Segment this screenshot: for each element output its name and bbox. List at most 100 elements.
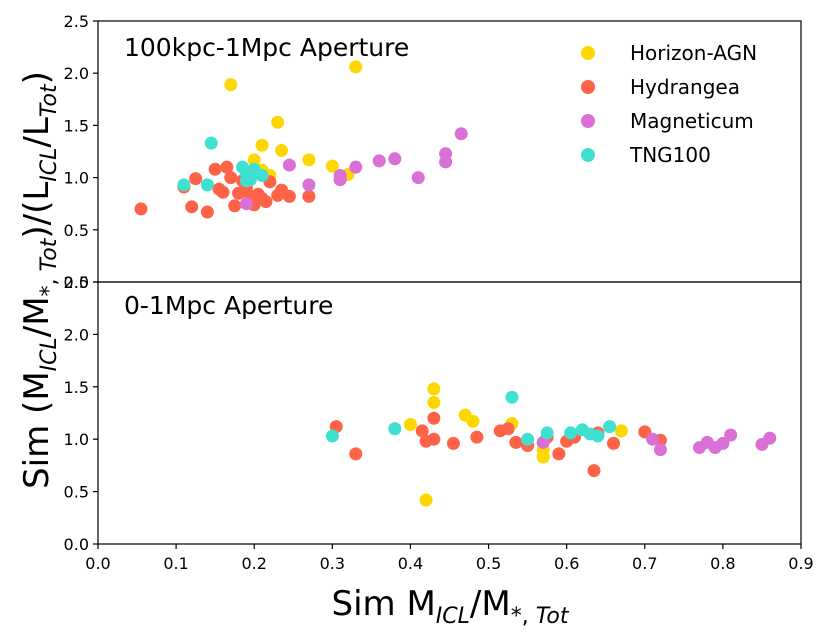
point-hydrangea <box>208 162 222 176</box>
point-hydrangea <box>224 171 238 185</box>
point-horizon-agn <box>325 159 339 173</box>
point-magneticum <box>411 171 425 185</box>
point-hydrangea <box>134 202 148 216</box>
point-tng100 <box>603 420 617 434</box>
point-magneticum <box>282 158 296 172</box>
x-axis-title-text: Sim M <box>331 584 435 624</box>
point-horizon-agn <box>403 418 417 432</box>
point-tng100 <box>591 429 605 443</box>
y-tick-label: 2.0 <box>64 325 89 344</box>
point-magneticum <box>716 436 730 450</box>
point-horizon-agn <box>302 153 316 167</box>
point-tng100 <box>325 429 339 443</box>
y-axis-title-text: Sim (MICL/M*, Tot)/(LICL/LTot) <box>17 71 62 489</box>
y-tick-label: 0.0 <box>64 273 89 292</box>
point-hydrangea <box>552 447 566 461</box>
point-horizon-agn <box>224 78 238 92</box>
legend-marker-tng100 <box>581 148 595 162</box>
point-hydrangea <box>415 424 429 438</box>
point-hydrangea <box>185 200 199 214</box>
y-tick-label: 0.5 <box>64 221 89 240</box>
point-hydrangea <box>259 195 273 209</box>
y-tick-label: 2.0 <box>64 64 89 83</box>
point-magneticum <box>349 160 363 174</box>
point-hydrangea <box>427 432 441 446</box>
y-ticks-top: 0.0 0.5 1.0 1.5 2.0 2.5 <box>64 12 98 292</box>
points-bottom <box>325 382 777 507</box>
x-tick-label: 0.5 <box>476 554 501 573</box>
point-hydrangea <box>607 436 621 450</box>
point-horizon-agn <box>419 493 433 507</box>
point-magneticum <box>333 169 347 183</box>
point-tng100 <box>564 426 578 440</box>
x-tick-label: 0.8 <box>710 554 735 573</box>
point-magneticum <box>646 432 660 446</box>
point-magneticum <box>239 197 253 211</box>
legend-marker-horizon-agn <box>581 46 595 60</box>
panel-bottom: 0.0 0.5 1.0 1.5 2.0 2.5 0.0 0.1 0.2 0.3 0.4 0.5 0.6… <box>64 273 814 573</box>
panel-top: 0.0 0.5 1.0 1.5 2.0 2.5 100kpc-1Mpc Aperture <box>64 12 802 292</box>
point-hydrangea <box>200 205 214 219</box>
point-horizon-agn <box>466 414 480 428</box>
point-horizon-agn <box>247 153 261 167</box>
panel-title-bottom: 0-1Mpc Aperture <box>124 291 333 320</box>
x-axis-title-slash: /M <box>470 584 511 624</box>
point-horizon-agn <box>427 382 441 396</box>
point-hydrangea <box>509 435 523 449</box>
point-tng100 <box>239 174 253 188</box>
point-magneticum <box>302 178 316 192</box>
point-hydrangea <box>216 185 230 199</box>
point-hydrangea <box>228 199 242 213</box>
point-magneticum <box>439 147 453 161</box>
point-hydrangea <box>587 464 601 478</box>
point-tng100 <box>204 136 218 150</box>
x-tick-label: 0.1 <box>163 554 188 573</box>
point-hydrangea <box>501 422 515 436</box>
point-hydrangea <box>282 189 296 203</box>
point-tng100 <box>521 432 535 446</box>
legend: Horizon-AGN Hydrangea Magneticum TNG100 <box>581 41 757 167</box>
x-axis-title-sub-icl: ICL <box>436 604 470 629</box>
point-tng100 <box>255 169 269 183</box>
point-tng100 <box>200 178 214 192</box>
legend-marker-magneticum <box>581 114 595 128</box>
y-tick-label: 1.0 <box>64 169 89 188</box>
point-magneticum <box>653 443 667 457</box>
y-axis-title: Sim (MICL/M*, Tot)/(LICL/LTot) <box>17 71 62 489</box>
panel-bottom-frame <box>97 281 802 545</box>
legend-label-magneticum: Magneticum <box>630 109 754 133</box>
point-magneticum <box>372 154 386 168</box>
x-tick-label: 0.6 <box>554 554 579 573</box>
x-tick-label: 0.7 <box>632 554 657 573</box>
point-tng100 <box>540 426 554 440</box>
legend-label-hydrangea: Hydrangea <box>630 75 740 99</box>
y-tick-label: 1.0 <box>64 430 89 449</box>
y-tick-label: 1.5 <box>64 378 89 397</box>
point-hydrangea <box>427 411 441 425</box>
point-magneticum <box>724 428 738 442</box>
y-ticks-bottom: 0.0 0.5 1.0 1.5 2.0 2.5 <box>64 273 98 554</box>
point-tng100 <box>177 178 191 192</box>
point-horizon-agn <box>271 115 285 129</box>
x-tick-label: 0.4 <box>398 554 423 573</box>
x-axis-title: Sim MICL/M*, Tot <box>331 584 569 629</box>
y-tick-label: 2.5 <box>64 273 89 292</box>
point-hydrangea <box>302 189 316 203</box>
x-tick-label: 0.9 <box>788 554 813 573</box>
point-hydrangea <box>189 172 203 186</box>
point-magneticum <box>454 127 468 141</box>
y-tick-label: 2.5 <box>64 12 89 31</box>
x-tick-label: 0.0 <box>85 554 110 573</box>
point-horizon-agn <box>614 424 628 438</box>
point-tng100 <box>388 422 402 436</box>
points-top <box>134 60 468 219</box>
legend-label-tng100: TNG100 <box>629 143 711 167</box>
panel-title-top: 100kpc-1Mpc Aperture <box>124 33 409 62</box>
y-tick-label: 0.5 <box>64 483 89 502</box>
point-magneticum <box>388 152 402 166</box>
point-magneticum <box>763 431 777 445</box>
legend-label-horizon-agn: Horizon-AGN <box>630 41 757 65</box>
x-axis-title-sub-tot: *, Tot <box>511 604 570 629</box>
y-tick-label: 0.0 <box>64 535 89 554</box>
